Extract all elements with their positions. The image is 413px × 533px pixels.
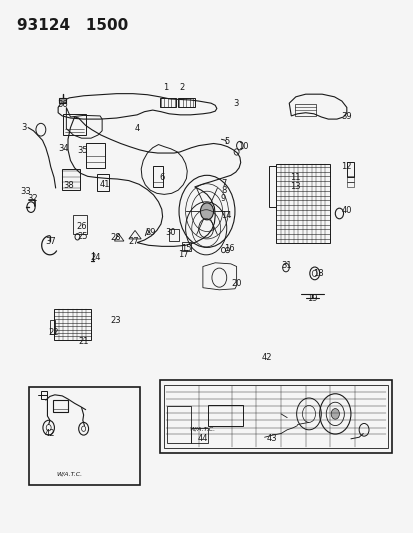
Circle shape: [200, 203, 213, 220]
Text: 44: 44: [197, 434, 208, 443]
Bar: [346, 176, 354, 182]
Text: 33: 33: [21, 187, 31, 196]
Bar: [159, 98, 176, 108]
Bar: [182, 242, 190, 251]
Text: 13: 13: [290, 182, 300, 191]
Text: 16: 16: [224, 244, 234, 253]
Text: 14: 14: [221, 211, 231, 220]
Text: 19: 19: [306, 294, 317, 303]
Text: 9: 9: [219, 193, 225, 203]
Text: 28: 28: [110, 233, 121, 242]
Text: 37: 37: [45, 237, 56, 246]
Text: 15: 15: [181, 244, 191, 253]
Text: 42: 42: [45, 429, 55, 438]
Text: 30: 30: [165, 228, 176, 237]
Text: 42: 42: [261, 353, 271, 362]
Bar: [41, 391, 47, 399]
Text: 40: 40: [341, 206, 351, 215]
Text: 12: 12: [341, 163, 351, 171]
Text: 39: 39: [341, 112, 351, 122]
Text: 25: 25: [77, 232, 88, 241]
Text: 2: 2: [179, 83, 185, 92]
Bar: [178, 98, 194, 108]
Bar: [346, 161, 354, 177]
Text: 24: 24: [90, 253, 100, 262]
Bar: [29, 387, 140, 485]
Text: 4: 4: [134, 124, 139, 133]
Text: 27: 27: [128, 237, 139, 246]
Bar: [164, 385, 387, 448]
Text: 7: 7: [221, 179, 226, 188]
Bar: [97, 174, 109, 191]
Bar: [54, 309, 91, 340]
Text: 32: 32: [27, 194, 38, 203]
Bar: [346, 182, 354, 187]
Text: 35: 35: [77, 147, 88, 156]
Bar: [85, 143, 105, 168]
Bar: [169, 229, 178, 241]
Text: 93124   1500: 93124 1500: [17, 18, 128, 34]
Bar: [207, 406, 242, 425]
Bar: [191, 427, 207, 442]
Text: W/A.T.C.: W/A.T.C.: [190, 427, 216, 432]
Bar: [275, 164, 329, 243]
Text: 18: 18: [313, 269, 323, 278]
Text: 8: 8: [221, 185, 226, 195]
Text: 20: 20: [231, 279, 241, 288]
Text: 3: 3: [233, 99, 238, 108]
Text: 31: 31: [280, 261, 291, 270]
Text: 17: 17: [178, 251, 188, 260]
Bar: [295, 104, 315, 116]
Text: 10: 10: [237, 142, 248, 151]
Text: 36: 36: [57, 100, 67, 109]
Circle shape: [330, 409, 339, 419]
Text: 23: 23: [110, 316, 121, 325]
Text: 22: 22: [49, 328, 59, 337]
Bar: [73, 215, 86, 233]
Text: 5: 5: [223, 138, 229, 147]
Bar: [268, 166, 275, 207]
Text: 43: 43: [266, 434, 277, 443]
Text: 26: 26: [76, 222, 87, 231]
Text: W/A.T.C.: W/A.T.C.: [56, 472, 82, 477]
Bar: [50, 319, 55, 334]
Bar: [62, 169, 79, 190]
Bar: [160, 380, 391, 453]
Text: 1: 1: [163, 83, 168, 92]
Text: 38: 38: [63, 181, 74, 190]
Text: 11: 11: [290, 173, 300, 182]
Bar: [152, 166, 163, 187]
Text: 29: 29: [145, 228, 155, 237]
Text: 6: 6: [159, 173, 164, 182]
Bar: [53, 400, 68, 413]
Bar: [166, 407, 191, 442]
Bar: [63, 114, 85, 135]
Text: 34: 34: [59, 144, 69, 154]
Text: 3: 3: [21, 123, 26, 132]
Bar: [59, 98, 66, 103]
Text: 41: 41: [100, 180, 110, 189]
Text: 21: 21: [78, 337, 89, 346]
